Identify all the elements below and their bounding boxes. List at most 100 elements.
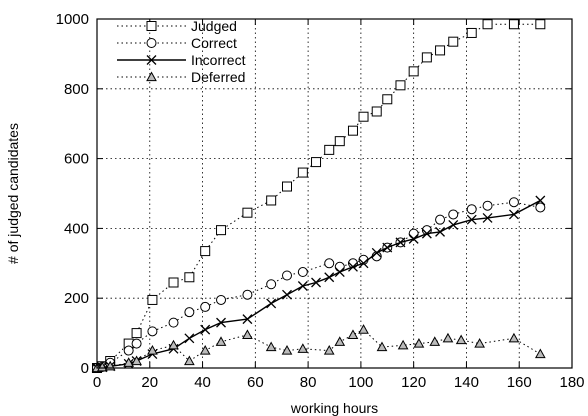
data-point-incorrect <box>382 242 393 253</box>
data-point-incorrect <box>408 233 419 244</box>
data-point-correct <box>535 202 546 213</box>
data-point-deferred <box>168 339 179 350</box>
data-point-correct <box>448 209 459 220</box>
legend-label-judged: Judged <box>191 18 237 34</box>
series-line-deferred <box>96 328 541 369</box>
x-tick-label: 100 <box>348 374 373 391</box>
data-point-incorrect <box>334 267 345 277</box>
data-point-incorrect <box>216 317 226 328</box>
data-point-incorrect <box>435 226 446 237</box>
y-axis-title: # of judged candidates <box>5 123 21 264</box>
data-point-deferred <box>323 345 335 355</box>
data-point-judged <box>168 277 179 288</box>
y-tick-label: 0 <box>81 360 89 377</box>
data-point-judged <box>371 106 382 117</box>
data-point-correct <box>297 267 308 278</box>
data-point-incorrect <box>421 228 432 239</box>
x-tick-label: 80 <box>300 374 317 391</box>
data-point-deferred <box>297 343 309 353</box>
data-point-deferred <box>265 341 277 352</box>
data-point-deferred <box>429 336 441 346</box>
data-point-deferred <box>184 355 195 366</box>
legend-item-incorrect: Incorrect <box>117 52 246 68</box>
x-tick-label: 120 <box>401 374 426 391</box>
data-point-deferred <box>413 338 425 348</box>
data-point-incorrect <box>200 324 211 335</box>
data-point-judged <box>311 157 322 168</box>
data-point-deferred <box>147 345 158 355</box>
x-tick-label: 20 <box>141 374 158 391</box>
data-point-deferred <box>397 339 409 350</box>
data-point-incorrect <box>395 237 406 248</box>
series-judged <box>92 19 546 373</box>
data-point-deferred <box>358 324 369 334</box>
data-point-judged <box>324 144 335 155</box>
data-point-judged <box>508 19 519 30</box>
legend-item-correct: Correct <box>117 35 237 51</box>
data-point-correct <box>266 279 277 290</box>
data-point-correct <box>168 317 179 328</box>
data-point-incorrect <box>242 314 253 325</box>
data-point-judged <box>358 111 369 122</box>
y-tick-label: 1000 <box>56 11 89 28</box>
data-point-judged <box>282 181 292 192</box>
legend-item-judged: Judged <box>117 18 237 34</box>
data-point-deferred <box>131 355 142 366</box>
data-point-correct <box>421 225 432 236</box>
data-point-judged <box>242 207 253 218</box>
data-point-correct <box>324 258 335 269</box>
series-line-judged <box>96 23 541 369</box>
data-point-deferred <box>508 332 520 343</box>
data-point-judged <box>347 125 358 136</box>
data-point-correct <box>147 326 158 337</box>
legend-marker-correct <box>146 38 157 48</box>
data-point-incorrect <box>348 261 358 272</box>
data-point-judged <box>448 36 459 47</box>
data-point-correct <box>435 214 446 225</box>
legend-label-correct: Correct <box>191 35 237 51</box>
data-point-deferred <box>199 345 211 355</box>
data-point-deferred <box>242 329 253 339</box>
axes: 0 20 40 60 80 100 120 140 160 180 0 200 400 600 800 100… <box>56 11 585 391</box>
x-tick-label: 60 <box>247 374 264 391</box>
data-point-deferred <box>376 341 388 352</box>
data-point-correct <box>466 204 477 215</box>
series-line-incorrect <box>96 199 541 369</box>
y-tick-label: 800 <box>64 81 89 98</box>
data-point-deferred <box>534 348 546 359</box>
data-point-judged <box>535 19 546 30</box>
data-point-judged <box>435 45 446 56</box>
data-point-correct <box>482 200 493 211</box>
data-point-judged <box>297 167 308 178</box>
data-point-deferred <box>474 338 485 348</box>
legend-marker-deferred <box>146 71 157 82</box>
y-tick-label: 200 <box>64 290 89 307</box>
data-point-judged <box>395 80 406 91</box>
y-tick-label: 400 <box>64 220 89 237</box>
data-point-incorrect <box>448 219 459 230</box>
data-point-deferred <box>455 334 467 345</box>
data-point-correct <box>216 294 227 305</box>
gridlines <box>97 19 572 368</box>
data-point-incorrect <box>358 258 369 269</box>
data-point-judged <box>216 225 227 236</box>
data-point-judged <box>482 19 493 30</box>
data-point-deferred <box>334 336 346 346</box>
data-point-judged <box>184 272 195 283</box>
data-point-judged <box>200 246 211 257</box>
data-point-correct <box>242 289 253 300</box>
data-point-incorrect <box>266 298 277 309</box>
x-tick-label: 180 <box>559 374 584 391</box>
data-point-judged <box>266 195 277 206</box>
legend-label-deferred: Deferred <box>191 69 245 85</box>
data-point-incorrect <box>184 333 195 344</box>
data-point-correct <box>200 301 211 312</box>
data-point-incorrect <box>508 209 519 220</box>
series-incorrect <box>92 195 546 373</box>
data-point-correct <box>184 307 195 318</box>
data-point-incorrect <box>324 272 335 283</box>
x-tick-label: 160 <box>507 374 532 391</box>
legend-marker-judged <box>146 21 157 31</box>
